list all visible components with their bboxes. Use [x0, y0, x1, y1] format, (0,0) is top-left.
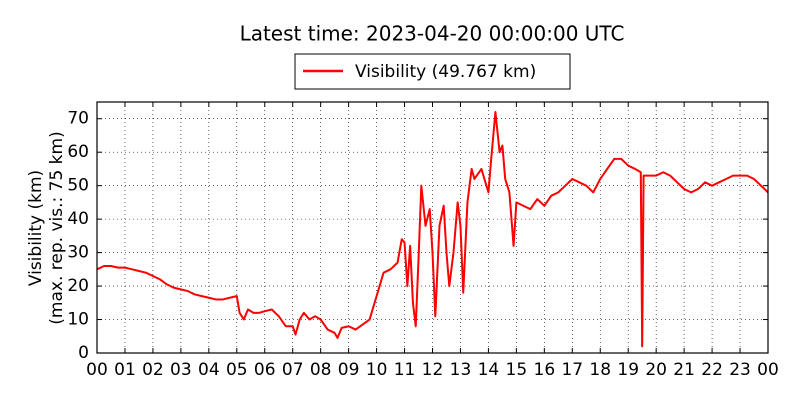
- y-tick-label: 30: [67, 243, 89, 263]
- x-tick-label: 08: [310, 360, 332, 380]
- x-tick-label: 18: [589, 360, 611, 380]
- y-tick-label: 20: [67, 276, 89, 296]
- x-tick-label: 13: [450, 360, 472, 380]
- legend: Visibility (49.767 km): [303, 62, 536, 82]
- x-tick-label: 07: [282, 360, 304, 380]
- x-tick-label: 23: [729, 360, 751, 380]
- plot-frame: [96, 101, 769, 354]
- x-tick-label: 17: [561, 360, 583, 380]
- x-tick-label: 09: [338, 360, 360, 380]
- y-tick-label: 0: [78, 343, 89, 363]
- x-tick-label: 03: [170, 360, 192, 380]
- y-axis-label: (max. rep. vis.: 75 km): [47, 131, 67, 324]
- chart-title: Latest time: 2023-04-20 00:00:00 UTC: [240, 22, 625, 46]
- x-tick-label: 12: [422, 360, 444, 380]
- y-axis-label: Visibility (km): [26, 170, 46, 286]
- x-tick-label: 21: [673, 360, 695, 380]
- x-tick-label: 11: [394, 360, 416, 380]
- legend-label: Visibility (49.767 km): [355, 62, 536, 82]
- x-tick-label: 19: [617, 360, 639, 380]
- x-tick-label: 16: [534, 360, 556, 380]
- x-tick-label: 01: [114, 360, 136, 380]
- y-tick-label: 50: [67, 176, 89, 196]
- y-tick-label: 70: [67, 109, 89, 129]
- x-tick-label: 04: [198, 360, 220, 380]
- x-tick-label: 20: [645, 360, 667, 380]
- y-tick-label: 60: [67, 142, 89, 162]
- x-tick-label: 10: [366, 360, 388, 380]
- x-tick-label: 05: [226, 360, 248, 380]
- y-tick-label: 40: [67, 209, 89, 229]
- x-tick-label: 00: [757, 360, 779, 380]
- x-tick-label: 22: [701, 360, 723, 380]
- x-tick-label: 06: [254, 360, 276, 380]
- x-tick-label: 15: [506, 360, 528, 380]
- y-tick-label: 10: [67, 310, 89, 330]
- x-tick-label: 00: [86, 360, 108, 380]
- x-tick-label: 14: [478, 360, 500, 380]
- x-tick-label: 02: [142, 360, 164, 380]
- data-line: [96, 111, 769, 348]
